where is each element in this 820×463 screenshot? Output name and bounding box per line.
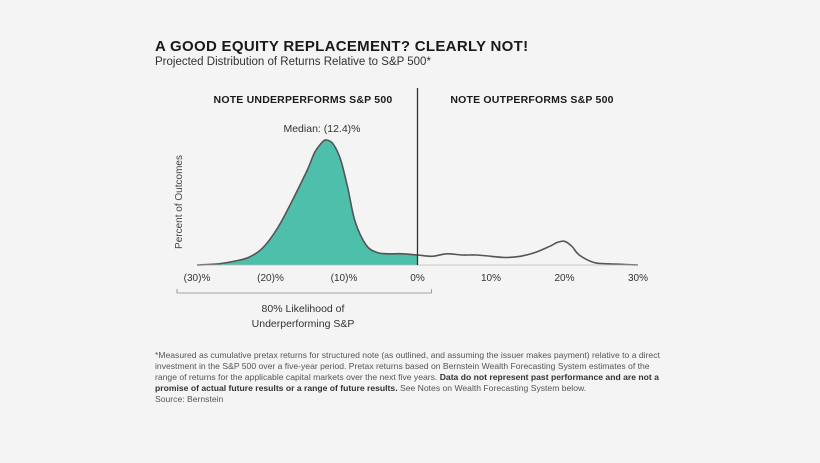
x-tick-label: 30% xyxy=(628,273,648,284)
footnote-disclaimer: Data do not represent past performance a… xyxy=(155,372,659,394)
distribution-curve xyxy=(196,139,639,266)
y-axis-label: Percent of Outcomes xyxy=(174,155,185,249)
x-tick-label: (30)% xyxy=(184,273,211,284)
x-tick-labels: (30)% (20)% (10)% 0% 10% 20% 30% xyxy=(184,273,648,284)
footnote-text: *Measured as cumulative pretax returns f… xyxy=(155,350,660,383)
footnote: *Measured as cumulative pretax returns f… xyxy=(155,350,665,405)
left-region-label: NOTE UNDERPERFORMS S&P 500 xyxy=(214,94,393,106)
chart-subtitle: Projected Distribution of Returns Relati… xyxy=(155,56,431,68)
right-region-label: NOTE OUTPERFORMS S&P 500 xyxy=(450,94,613,106)
x-tick-label: 0% xyxy=(410,273,425,284)
bracket-label-line2: Underperforming S&P xyxy=(252,318,355,330)
footnote-notes-ref: See Notes on Wealth Forecasting System b… xyxy=(399,383,587,394)
bracket-label-line1: 80% Likelihood of xyxy=(262,303,345,315)
x-tick-label: (20)% xyxy=(257,273,284,284)
underperform-area xyxy=(197,139,418,265)
x-tick-label: 10% xyxy=(481,273,501,284)
x-tick-label: (10)% xyxy=(331,273,358,284)
underperform-bracket xyxy=(176,289,432,294)
median-label: Median: (12.4)% xyxy=(283,123,360,135)
footnote-source: Source: Bernstein xyxy=(155,394,224,405)
x-tick-label: 20% xyxy=(554,273,574,284)
chart-title: A GOOD EQUITY REPLACEMENT? CLEARLY NOT! xyxy=(155,38,529,55)
